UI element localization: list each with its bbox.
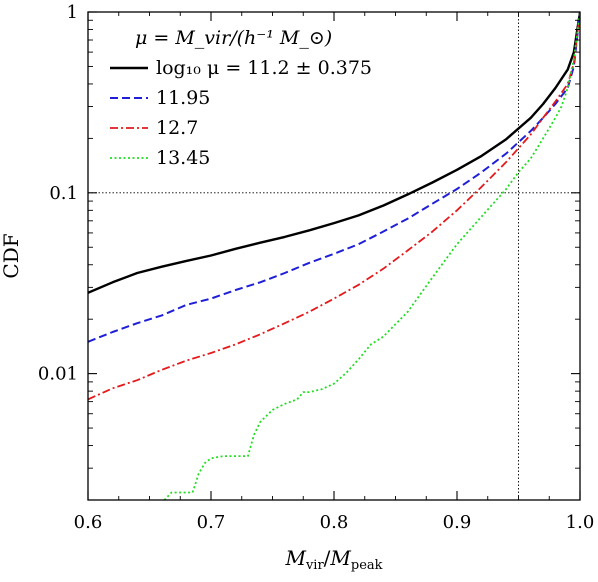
y-axis-label: CDF	[0, 233, 23, 278]
legend-label-3: 12.7	[156, 117, 198, 139]
plot-frame	[87, 11, 581, 501]
x-tick-label: 0.8	[320, 512, 349, 533]
reference-lines	[88, 12, 580, 500]
series-line-2	[88, 12, 580, 343]
ticks-group: 0.6 0.7 0.8 0.9 1.0 0.01 0.1 1	[38, 2, 594, 533]
series-line-4	[163, 12, 580, 500]
legend-label-2: 11.95	[156, 87, 210, 109]
y-tick-label: 1	[67, 2, 78, 23]
series-line-1	[88, 12, 580, 294]
y-tick-label: 0.01	[38, 364, 78, 385]
x-axis-label: Mvir/Mpeak	[284, 546, 382, 573]
legend-header: μ = M_vir/(h⁻¹ M_⊙)	[135, 27, 332, 49]
x-tick-label: 0.9	[443, 512, 472, 533]
x-tick-label: 0.7	[197, 512, 226, 533]
legend-label-1: log₁₀ μ = 11.2 ± 0.375	[156, 57, 372, 79]
legend-label-4: 13.45	[156, 147, 210, 169]
x-tick-label: 0.6	[74, 512, 103, 533]
series-line-3	[88, 12, 580, 401]
series-group	[88, 12, 580, 500]
x-tick-label: 1.0	[566, 512, 595, 533]
legend: μ = M_vir/(h⁻¹ M_⊙) log₁₀ μ = 11.2 ± 0.37…	[110, 27, 372, 169]
y-tick-label: 0.1	[49, 183, 78, 204]
